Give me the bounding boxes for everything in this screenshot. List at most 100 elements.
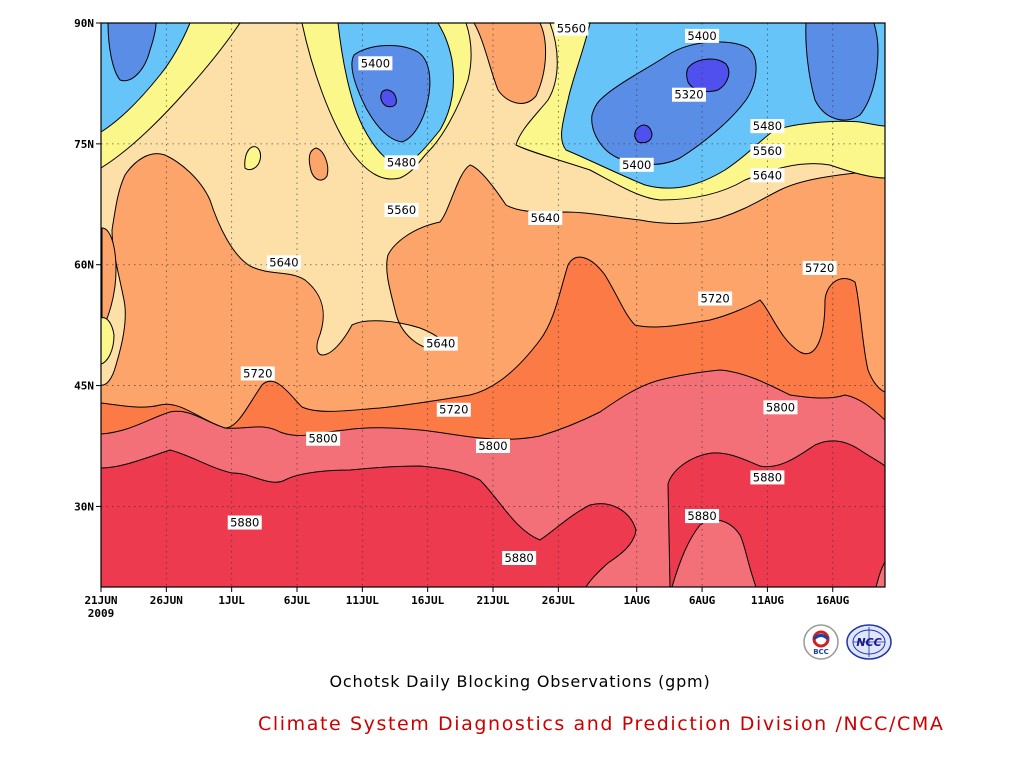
contour-label: 5560 (750, 144, 785, 159)
x-tick-label: 21JUL (476, 594, 509, 607)
contour-label-text: 5400 (687, 29, 716, 43)
contour-label-text: 5640 (269, 255, 298, 269)
fill-below-5320 (380, 89, 397, 108)
contour-label-text: 5560 (557, 22, 586, 36)
contour-label-text: 5480 (387, 155, 416, 169)
contour-label-text: 5400 (622, 158, 651, 172)
contour-label-text: 5560 (753, 144, 782, 158)
contour-label-box (750, 470, 785, 485)
contour-label: 5720 (802, 260, 837, 275)
contour-label: 5560 (554, 21, 589, 36)
contour-label: 5720 (240, 366, 275, 381)
contour-label-box (750, 168, 785, 183)
contour-label-box (306, 431, 341, 446)
contour-label-text: 5400 (361, 56, 390, 70)
contour-label-text: 5800 (478, 439, 507, 453)
contour-label: 5880 (685, 509, 720, 524)
contour-label-text: 5480 (753, 119, 782, 133)
contour-label-text: 5720 (243, 366, 272, 380)
ncc-logo: NCC (846, 624, 892, 660)
contour-label-text: 5880 (230, 516, 259, 530)
contour-label: 5800 (476, 439, 510, 453)
x-tick-label: 26JUL (542, 594, 575, 607)
contour-plot-area (101, 23, 885, 587)
x-tick-year-label: 2009 (88, 607, 115, 620)
contour-label: 5640 (423, 336, 458, 351)
contour-label-box (266, 255, 301, 270)
bcc-logo-text: BCC (813, 648, 829, 656)
contour-label-text: 5720 (805, 261, 834, 275)
x-tick-label: 16AUG (816, 594, 849, 607)
contour-label: 5400 (358, 56, 393, 71)
contour-label-text: 5320 (674, 88, 703, 102)
contour-label-text: 5800 (766, 400, 795, 414)
y-tick-label: 60N (74, 259, 94, 272)
contour-label: 5640 (750, 168, 785, 183)
contour-labels: 5560 5400 5400 5320 5480 5560 5480 5400 5640 5560… (227, 21, 837, 565)
contour-label: 5880 (502, 550, 537, 565)
contour-label-box (358, 56, 393, 71)
contour-label-box (750, 119, 785, 134)
contour-label-box (423, 336, 458, 351)
contour-label-box (750, 144, 785, 159)
contour-label-box (554, 21, 589, 36)
contour-label-text: 5800 (308, 432, 337, 446)
contour-label-box (685, 509, 720, 524)
fill-5640-5720-pocket (308, 147, 329, 181)
x-tick-label: 11JUL (346, 594, 379, 607)
contour-label-box (802, 260, 837, 275)
x-tick-label: 21JUN (84, 594, 117, 607)
y-tick-label: 30N (74, 500, 94, 513)
contour-label-text: 5720 (700, 292, 729, 306)
contour-label-box (384, 202, 419, 217)
contour-label-box (502, 550, 537, 565)
contour-label-box (619, 157, 654, 172)
contour-label-text: 5720 (439, 403, 468, 417)
contour-label-text: 5640 (531, 211, 560, 225)
x-tick-label: 6AUG (689, 594, 716, 607)
contour-label-text: 5560 (387, 203, 416, 217)
contour-label-box (528, 210, 563, 225)
fill-5320-5400 (805, 23, 879, 121)
x-tick-label: 16JUL (411, 594, 444, 607)
x-tick-label: 1JUL (218, 594, 245, 607)
contour-label: 5480 (384, 155, 419, 170)
contour-label-text: 5880 (504, 551, 533, 565)
contour-label-box (672, 87, 706, 102)
contour-label-box (227, 515, 262, 530)
fill-5480-5560 (101, 317, 115, 365)
contour-label-box (436, 402, 471, 417)
contour-label-box (240, 366, 275, 381)
ncc-logo-text: NCC (856, 636, 881, 649)
contour-label-box (476, 439, 510, 453)
contour-label: 5480 (750, 119, 785, 134)
y-tick-label: 45N (74, 380, 94, 393)
fill-below-5320 (634, 124, 653, 144)
contour-label: 5880 (750, 470, 785, 485)
contour-label: 5400 (685, 28, 720, 43)
chart-title: Ochotsk Daily Blocking Observations (gpm… (329, 672, 711, 691)
fill-5320-5400 (107, 23, 157, 82)
contour-label: 5800 (306, 431, 341, 446)
contour-label-box (384, 155, 419, 170)
y-tick-label: 75N (74, 138, 94, 151)
contour-label: 5400 (619, 157, 654, 172)
x-tick-label: 1AUG (623, 594, 650, 607)
contour-label-text: 5880 (687, 509, 716, 523)
y-tick-label: 90N (74, 17, 94, 30)
x-tick-label: 6JUL (284, 594, 311, 607)
x-tick-label: 26JUN (150, 594, 183, 607)
footer-credit: Climate System Diagnostics and Predictio… (258, 713, 945, 735)
contour-label: 5640 (528, 210, 563, 225)
contour-label: 5640 (266, 255, 301, 270)
contour-label-text: 5640 (753, 168, 782, 182)
contour-label: 5880 (227, 515, 262, 530)
contour-label: 5320 (672, 87, 706, 102)
bcc-logo: BCC (803, 624, 839, 660)
fill-below-5320 (686, 58, 730, 93)
contour-label-box (685, 28, 720, 43)
contour-label-text: 5640 (426, 337, 455, 351)
contour-label-box (698, 291, 733, 306)
